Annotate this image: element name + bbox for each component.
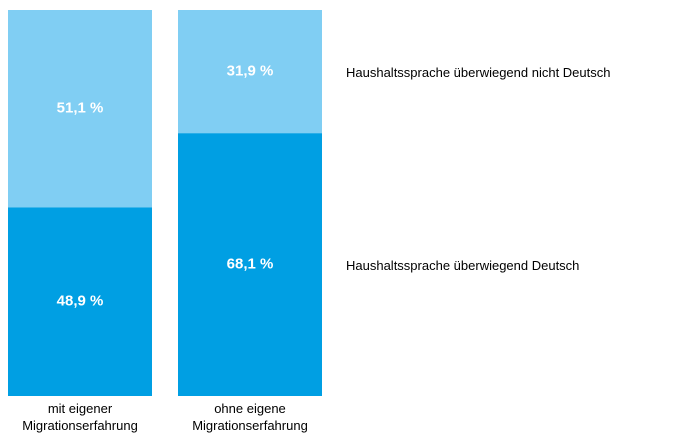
legend-label: Haushaltssprache überwiegend nicht Deuts…	[346, 65, 611, 80]
x-tick-label: mit eigener Migrationserfahrung	[22, 401, 138, 433]
value-label: 48,9 %	[57, 293, 104, 310]
value-label: 31,9 %	[227, 63, 274, 80]
bar-segment	[178, 133, 322, 396]
x-tick-label: ohne eigene Migrationserfahrung	[192, 401, 308, 433]
bar-segment	[178, 10, 322, 134]
bar-segment	[8, 207, 152, 396]
legend-label: Haushaltssprache überwiegend Deutsch	[346, 258, 579, 273]
bar-segment	[8, 10, 152, 208]
value-label: 51,1 %	[57, 100, 104, 117]
value-label: 68,1 %	[227, 256, 274, 273]
